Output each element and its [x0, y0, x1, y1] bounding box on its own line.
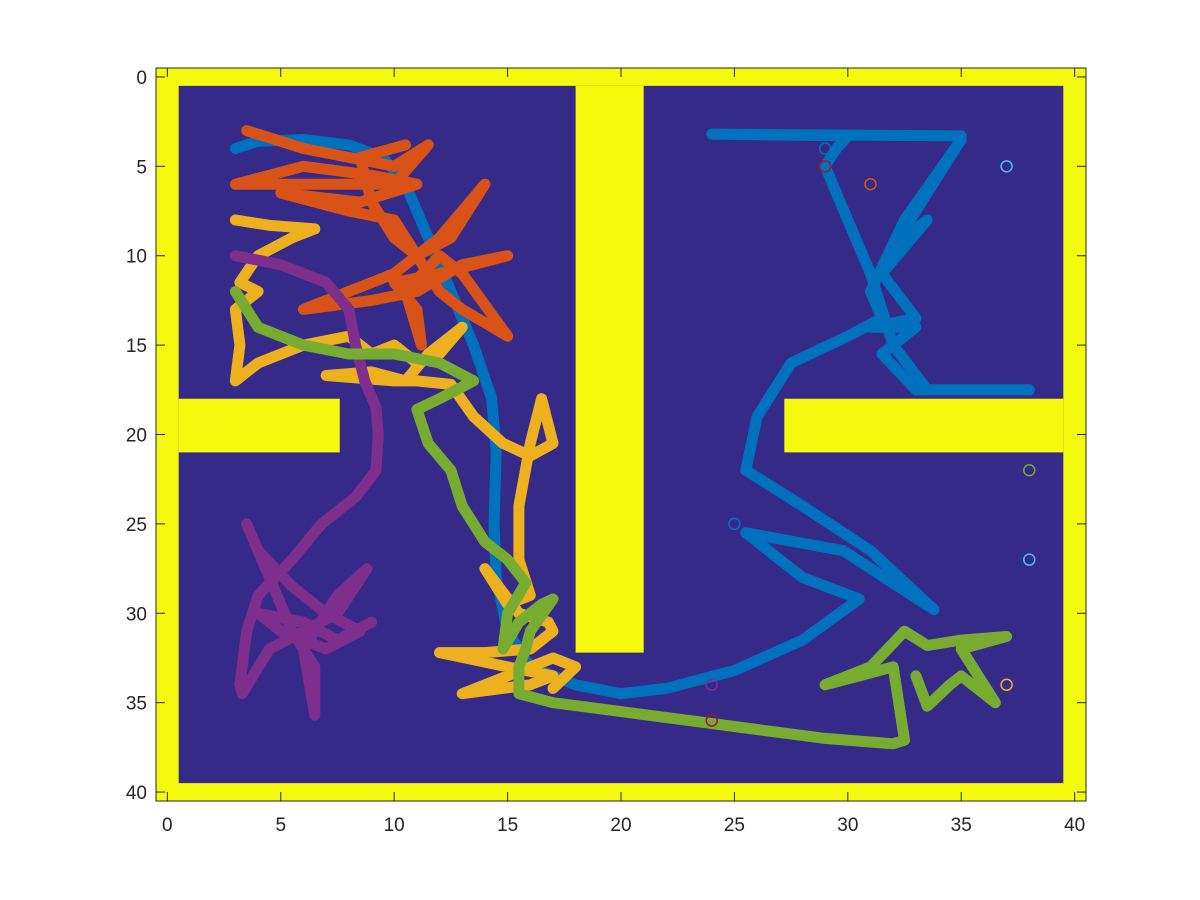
y-tick-label: 5	[136, 157, 147, 178]
x-tick-label: 30	[837, 815, 858, 836]
marker-point-10	[705, 714, 718, 727]
marker-point-6	[728, 517, 741, 531]
marker-point-2	[818, 160, 832, 173]
y-tick-label: 25	[126, 515, 147, 536]
y-tick-label: 30	[126, 604, 147, 625]
y-tick-label: 40	[126, 783, 147, 804]
map-wall-1	[575, 85, 644, 653]
trajectory-series-4	[229, 250, 384, 721]
x-tick-label: 15	[497, 815, 518, 836]
series-layer	[229, 125, 1035, 750]
y-tick-label: 0	[136, 68, 147, 89]
map-wall-3	[784, 398, 1064, 453]
x-tick-label: 40	[1064, 815, 1085, 836]
x-tick-label: 0	[162, 815, 173, 836]
x-tick-label: 10	[384, 815, 405, 836]
marker-point-9	[705, 678, 718, 692]
trajectory-series-3	[229, 214, 582, 700]
x-tick-label: 25	[724, 815, 745, 836]
trajectory-series-2	[229, 125, 514, 351]
marker-point-1	[818, 142, 832, 155]
y-tick-label: 15	[126, 336, 147, 357]
x-tick-label: 35	[951, 815, 972, 836]
y-tick-label: 10	[126, 247, 147, 268]
marker-point-4	[1000, 160, 1013, 173]
y-tick-label: 35	[126, 694, 147, 715]
y-tick-label: 20	[126, 426, 147, 447]
trajectory-series-5	[229, 286, 1013, 750]
marker-point-7	[1023, 553, 1036, 566]
trajectory-series-1	[229, 128, 1035, 700]
marker-point-8	[1000, 678, 1013, 692]
x-tick-label: 20	[610, 815, 631, 836]
x-tick-label: 5	[275, 815, 286, 836]
marker-point-3	[864, 177, 877, 191]
axes: 0 5 10 15 20 25 30 35 40 0 5 10 15 20 25 30 35 40	[126, 67, 1087, 836]
marker-layer	[705, 142, 1036, 727]
map-wall-2	[178, 398, 340, 453]
marker-point-5	[1023, 464, 1036, 477]
